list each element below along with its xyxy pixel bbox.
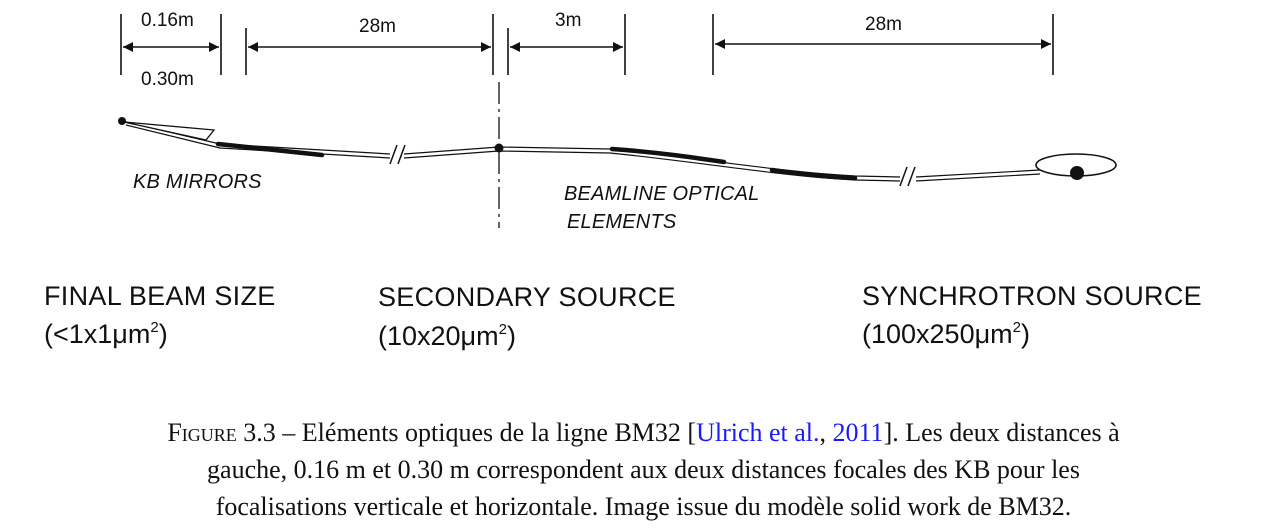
optical-element-2 [769,167,858,181]
dim-label-28-right: 28m [865,14,902,35]
citation-authors-link[interactable]: Ulrich et al. [696,418,820,447]
figure-caption: Figure 3.3 – Eléments optiques de la lig… [0,414,1287,525]
citation-year-link[interactable]: 2011 [832,418,884,447]
kb-mirror-segment [215,141,325,158]
beamline-diagram-graphic [118,14,1117,228]
caption-line-1: Figure 3.3 – Eléments optiques de la lig… [167,418,1120,447]
synchrotron-source-point [1070,166,1084,180]
secondary-source-point [494,143,504,153]
final-beam-size-title: FINAL BEAM SIZE [44,281,276,311]
extension-lines [120,14,1054,75]
synchrotron-source-value: (100x250μm2) [862,319,1030,349]
label-kb-mirrors: KB MIRRORS [133,171,262,193]
optical-element-1 [609,146,727,165]
secondary-source-title: SECONDARY SOURCE [378,282,676,312]
kb-convergence-wedge [123,121,216,141]
beamline-diagram: 0.16m 0.30m 28m 3m 28m KB MIRRORS BEAMLI… [44,10,1202,351]
dim-label-030: 0.30m [141,69,194,90]
dim-label-3: 3m [555,10,582,31]
figure-label: Figure 3.3 [167,418,276,447]
caption-line-3: focalisations verticale et horizontale. … [215,492,1072,521]
label-beamline-optical: BEAMLINE OPTICAL [564,183,760,205]
dimension-arrows [123,39,1051,52]
dim-label-016: 0.16m [141,10,194,31]
caption-line-2: gauche, 0.16 m et 0.30 m correspondent a… [207,455,1080,484]
focal-point [118,117,126,125]
label-elements: ELEMENTS [567,211,677,233]
final-beam-size-value: (<1x1μm2) [44,319,168,349]
secondary-source-value: (10x20μm2) [378,321,516,351]
synchrotron-source-title: SYNCHROTRON SOURCE [862,281,1202,311]
dim-label-28-left: 28m [359,16,396,37]
path-break-symbols [389,144,916,187]
